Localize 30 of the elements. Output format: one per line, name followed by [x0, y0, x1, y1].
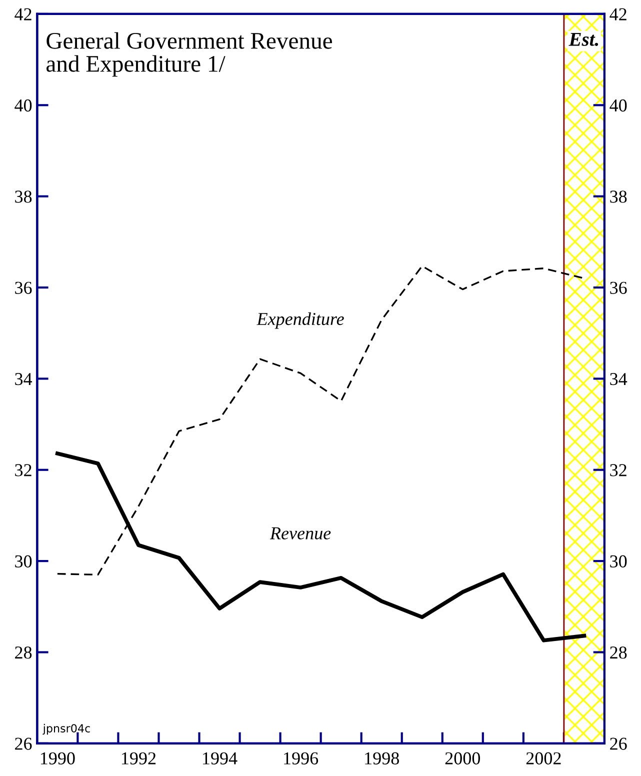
y-tick-label: 34	[15, 372, 32, 386]
text: Revenue	[270, 527, 331, 540]
y-tick-label: 42	[14, 8, 32, 20]
x-tick-label: 1992	[122, 752, 156, 764]
y2-tick-label: 28	[610, 646, 627, 659]
y2-tick-label: 26	[610, 738, 627, 750]
x-tick-label: 1998	[365, 752, 399, 764]
y-tick-label: 28	[15, 646, 32, 659]
y2-tick-label: 36	[610, 282, 627, 294]
x-tick-label: 1990	[40, 752, 75, 764]
x-tick-label: 1996	[284, 752, 318, 764]
y2-tick-label: 42	[610, 8, 626, 20]
series-label: Expenditure	[256, 312, 344, 329]
annotation: jpnsr04c	[42, 724, 90, 735]
x-tick-label: 2000	[445, 752, 480, 764]
text: General Government Revenue and Expenditure 1/	[46, 32, 332, 77]
y2-tick-label: 38	[610, 190, 627, 203]
x-tick-label: 1994	[203, 752, 238, 764]
y-tick-label: 36	[15, 282, 32, 294]
y-tick-label: 32	[15, 464, 32, 476]
band-label: Est.	[568, 32, 598, 46]
y-tick-label: 40	[14, 99, 32, 112]
y2-tick-label: 32	[610, 464, 626, 476]
y2-tick-label: 40	[610, 99, 627, 112]
y2-tick-label: 30	[610, 555, 627, 568]
y-tick-label: 26	[15, 738, 32, 750]
y2-tick-label: 34	[610, 372, 628, 386]
y-tick-label: 30	[15, 555, 32, 568]
x-tick-label: 2002	[526, 752, 561, 764]
y-tick-label: 38	[15, 190, 32, 203]
